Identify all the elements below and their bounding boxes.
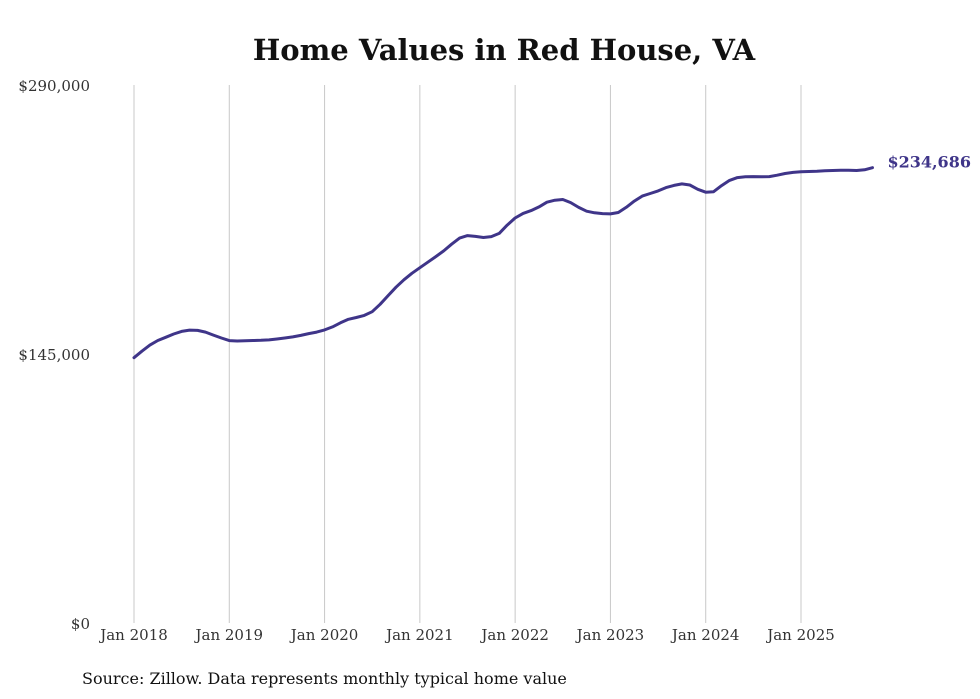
x-tick-label: Jan 2021: [384, 626, 454, 644]
x-tick-label: Jan 2024: [670, 626, 740, 644]
y-tick-label: $0: [71, 615, 90, 633]
series-layer: [132, 166, 874, 360]
y-tick-label: $290,000: [18, 77, 90, 95]
end-value-label: $234,686: [887, 153, 971, 172]
x-tick-label: Jan 2025: [765, 626, 835, 644]
source-note: Source: Zillow. Data represents monthly …: [82, 669, 567, 688]
chart-title: Home Values in Red House, VA: [253, 33, 756, 67]
x-tick-label: Jan 2019: [194, 626, 264, 644]
x-tick-label: Jan 2023: [575, 626, 645, 644]
x-tick-label: Jan 2018: [98, 626, 168, 644]
series-line-1: [132, 166, 874, 360]
y-axis-ticks: $0 $145,000 $290,000: [18, 77, 90, 633]
y-tick-label: $145,000: [18, 346, 90, 364]
x-tick-label: Jan 2022: [479, 626, 549, 644]
x-axis-ticks: Jan 2018 Jan 2019 Jan 2020 Jan 2021 Jan 2022…: [98, 626, 835, 644]
vertical-gridlines: [133, 85, 802, 623]
x-tick-label: Jan 2020: [289, 626, 359, 644]
